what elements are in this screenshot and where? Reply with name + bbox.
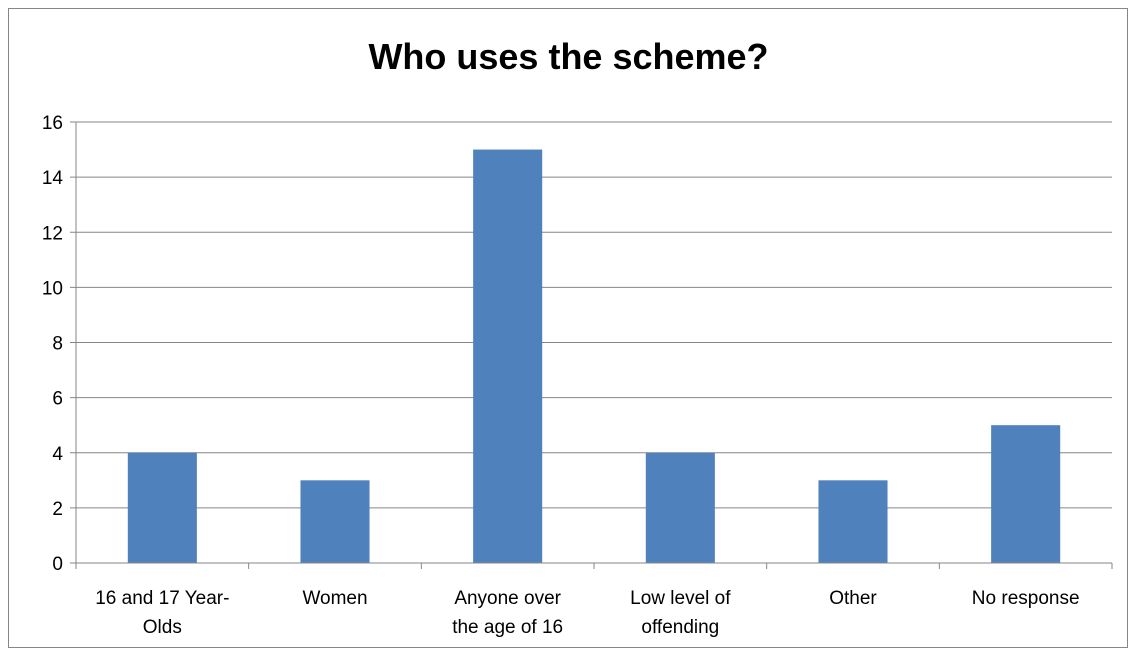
x-category-label-line: Women <box>302 588 367 609</box>
y-tick-label: 2 <box>52 499 63 520</box>
y-tick-label: 12 <box>42 223 63 244</box>
x-category-label-line: Anyone over <box>454 588 561 609</box>
x-category-label-line: No response <box>972 588 1080 609</box>
y-tick-label: 4 <box>52 444 63 465</box>
x-category-label-line: Other <box>829 588 877 609</box>
x-category-label-line: 16 and 17 Year- <box>95 588 229 609</box>
x-category-label: No response <box>972 588 1080 609</box>
x-category-label: Low level of offending <box>630 588 731 638</box>
x-category-label-line: Low level of <box>630 588 731 609</box>
y-tick-label: 14 <box>42 168 64 189</box>
bar <box>818 480 888 563</box>
x-category-label: Other <box>829 588 877 609</box>
x-category-label-line: offending <box>641 617 719 638</box>
chart-title: Who uses the scheme? <box>368 36 769 77</box>
y-tick-label: 8 <box>52 334 63 355</box>
x-category-label-line: the age of 16 <box>452 617 563 638</box>
bar <box>127 452 197 563</box>
y-tick-label: 0 <box>52 554 63 575</box>
y-tick-label: 6 <box>52 389 63 410</box>
x-category-label: Anyone over the age of 16 <box>452 588 563 638</box>
bar <box>991 425 1061 563</box>
y-tick-label: 10 <box>42 278 63 299</box>
bar <box>645 452 715 563</box>
y-axis: 0 2 4 6 8 10 12 14 16 <box>42 113 77 575</box>
x-category-label: 16 and 17 Year- Olds <box>95 588 229 638</box>
x-axis: 16 and 17 Year- Olds Women Anyone over the a… <box>75 562 1113 638</box>
x-category-label: Women <box>302 588 367 609</box>
x-category-label-line: Olds <box>143 617 182 638</box>
bars <box>127 149 1061 563</box>
gridlines <box>76 121 1112 509</box>
bar <box>300 480 370 563</box>
bar <box>473 149 543 563</box>
y-tick-label: 16 <box>42 113 63 134</box>
